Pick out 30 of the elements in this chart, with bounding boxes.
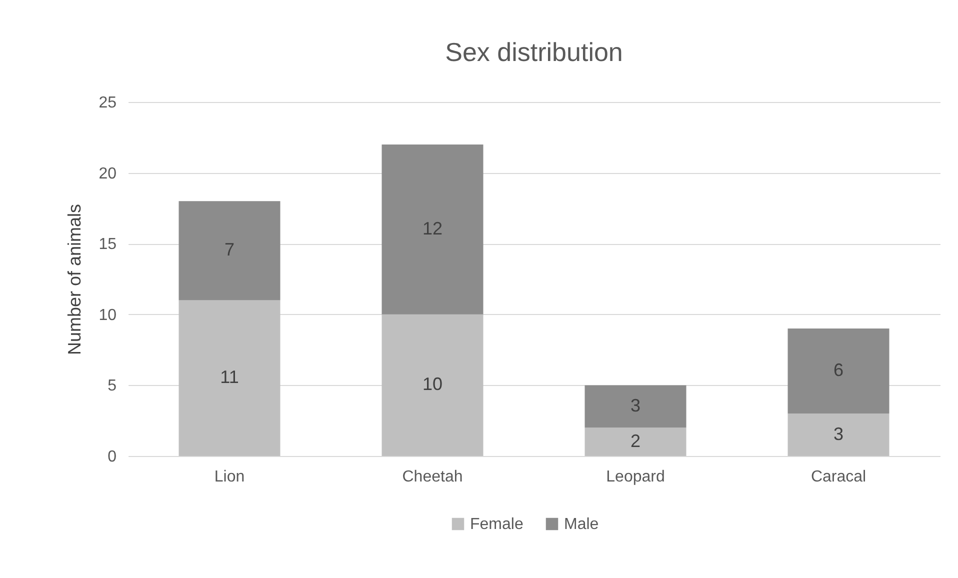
x-tick-label: Lion [214, 468, 245, 486]
y-tick-label: 0 [108, 448, 117, 466]
data-label: 2 [630, 430, 641, 451]
y-axis-title: Number of animals [64, 204, 85, 356]
x-tick-label: Cheetah [402, 468, 463, 486]
data-label: 11 [220, 367, 239, 388]
data-label: 3 [630, 395, 641, 416]
x-tick-label: Caracal [810, 468, 866, 486]
bar [382, 144, 484, 314]
y-tick-label: 10 [98, 306, 117, 324]
y-tick-label: 25 [98, 94, 117, 112]
data-label: 3 [833, 424, 844, 444]
data-label: 6 [833, 360, 844, 380]
x-tick-label: Leopard [606, 468, 665, 486]
bar [584, 428, 686, 456]
y-tick-label: 15 [98, 236, 117, 254]
legend-label: Male [564, 516, 599, 533]
bar [584, 385, 686, 428]
data-label: 12 [422, 218, 443, 238]
bar [382, 314, 484, 456]
bar [788, 328, 890, 414]
bar [178, 300, 280, 456]
data-label: 10 [422, 374, 443, 394]
bar [788, 414, 890, 456]
chart-title: Sex distribution [445, 37, 623, 67]
data-label: 7 [224, 240, 235, 260]
y-tick-label: 20 [98, 165, 117, 182]
bar [178, 201, 280, 300]
y-tick-label: 5 [108, 378, 117, 395]
legend-label: Female [470, 516, 524, 533]
